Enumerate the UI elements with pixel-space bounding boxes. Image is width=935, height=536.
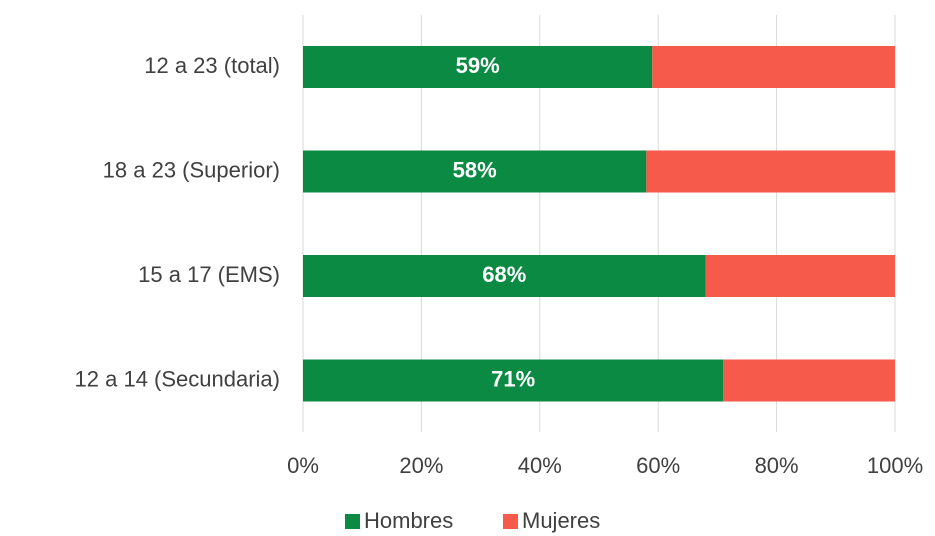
bar-segment: [646, 150, 895, 193]
x-tick-label: 20%: [399, 453, 443, 478]
bar-segment: [303, 46, 653, 88]
legend-label: Hombres: [364, 508, 453, 533]
bar-segment: [723, 359, 895, 402]
x-tick-label: 100%: [867, 453, 923, 478]
bar-segment: [652, 46, 895, 88]
x-tick-label: 40%: [518, 453, 562, 478]
bar-segment: [705, 255, 895, 297]
x-tick-label: 80%: [755, 453, 799, 478]
bar-segment: [303, 150, 647, 193]
data-label: 71%: [491, 366, 535, 391]
data-label: 58%: [453, 157, 497, 182]
y-tick-label: 12 a 14 (Secundaria): [75, 366, 280, 391]
bar-segment: [303, 255, 706, 297]
legend-swatch: [345, 514, 360, 529]
data-label: 68%: [482, 262, 526, 287]
y-tick-label: 12 a 23 (total): [144, 53, 280, 78]
legend-swatch: [503, 514, 518, 529]
y-tick-label: 18 a 23 (Superior): [103, 157, 280, 182]
y-tick-label: 15 a 17 (EMS): [138, 262, 280, 287]
bar-segment: [303, 359, 724, 402]
x-tick-label: 60%: [636, 453, 680, 478]
x-tick-label: 0%: [287, 453, 319, 478]
data-label: 59%: [456, 53, 500, 78]
legend-label: Mujeres: [522, 508, 600, 533]
